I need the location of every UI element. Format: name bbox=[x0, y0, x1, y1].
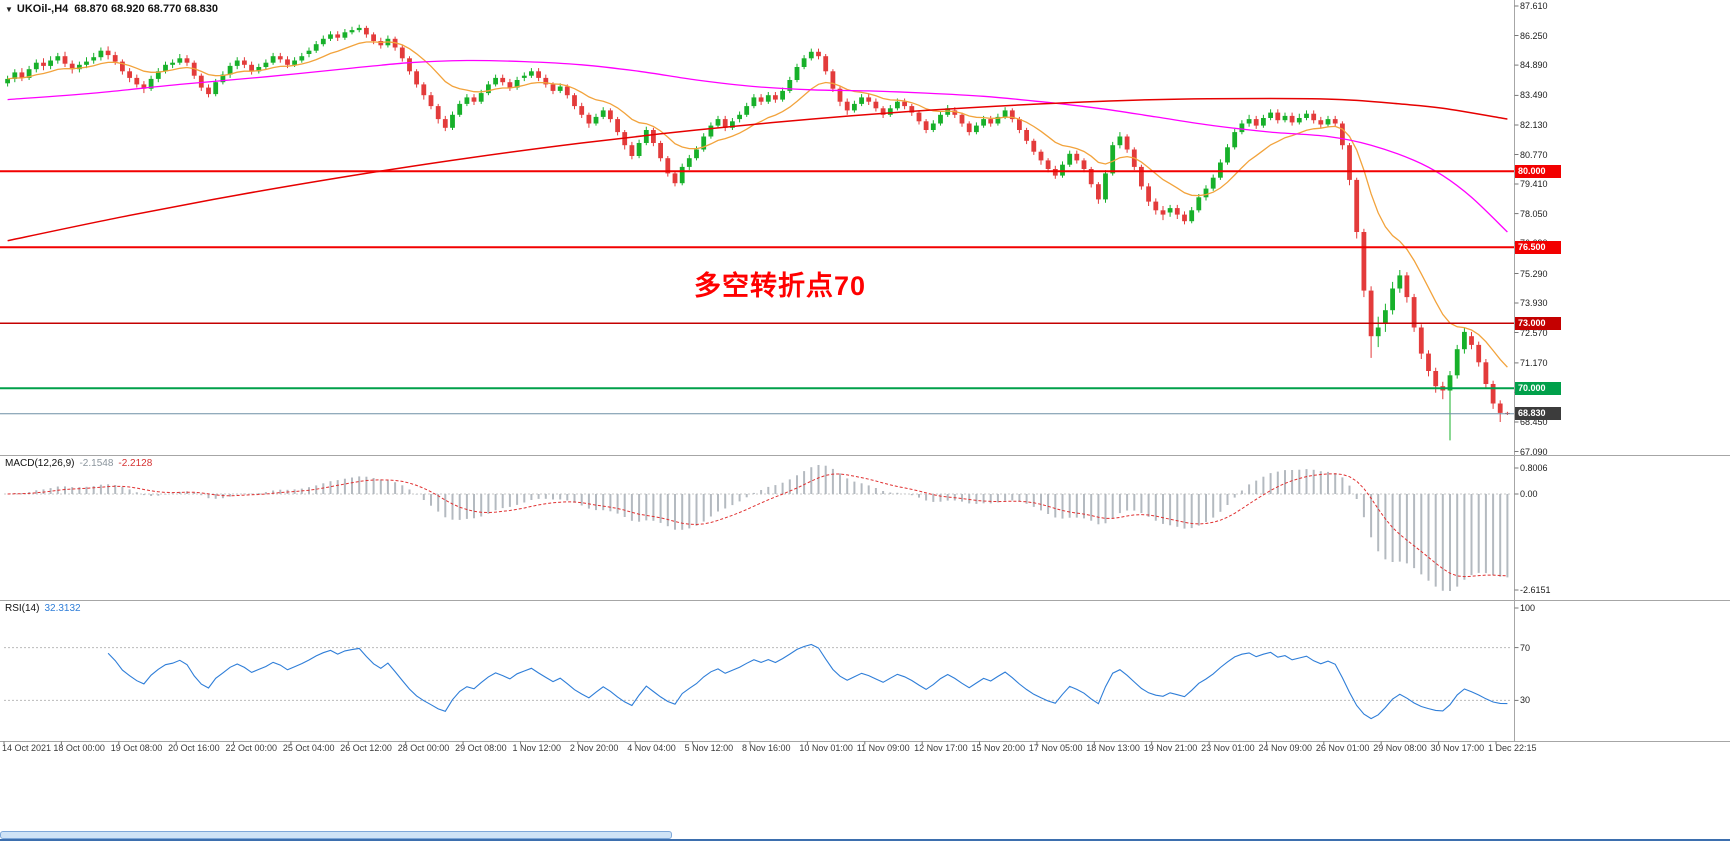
time-axis-label: 10 Nov 01:00 bbox=[799, 743, 853, 753]
time-axis-label: 5 Nov 12:00 bbox=[684, 743, 734, 753]
price-axis-label: 71.170 bbox=[1520, 357, 1548, 368]
price-axis-label: 68.450 bbox=[1520, 417, 1548, 427]
time-axis-label: 24 Nov 09:00 bbox=[1258, 743, 1312, 753]
macd-main-value: -2.1548 bbox=[79, 458, 114, 469]
time-axis[interactable]: 14 Oct 2021 18 Oct 00:00 19 Oct 08:00 20 Oc… bbox=[0, 743, 1730, 759]
price-level-tag: 73.000 bbox=[1515, 316, 1561, 330]
macd-header: MACD(12,26,9) -2.1548 -2.2128 bbox=[5, 458, 157, 469]
time-axis-label: 26 Oct 12:00 bbox=[340, 743, 392, 753]
time-axis-label: 29 Oct 08:00 bbox=[455, 743, 507, 753]
macd-scale-label: -2.6151 bbox=[1520, 585, 1551, 595]
time-axis-label: 8 Nov 16:00 bbox=[742, 743, 791, 753]
rsi-scale-label: 100 bbox=[1520, 603, 1536, 613]
rsi-header: RSI(14) 32.3132 bbox=[5, 603, 86, 614]
price-axis-label: 87.610 bbox=[1520, 1, 1548, 11]
price-level-tag: 80.000 bbox=[1515, 164, 1561, 178]
time-axis-label: 25 Oct 04:00 bbox=[282, 743, 335, 753]
time-axis-label: 4 Nov 04:00 bbox=[627, 743, 676, 753]
time-axis-label: 19 Nov 21:00 bbox=[1143, 743, 1198, 753]
macd-scale-label: 0.8006 bbox=[1520, 463, 1548, 473]
time-axis-label: 18 Nov 13:00 bbox=[1086, 743, 1140, 753]
price-axis-label: 80.770 bbox=[1520, 149, 1548, 160]
macd-title: MACD(12,26,9) bbox=[5, 458, 75, 469]
chart-annotation-text: 多空转折点70 bbox=[694, 271, 867, 301]
expand-arrow-icon[interactable]: ▼ bbox=[5, 5, 13, 14]
macd-histogram bbox=[13, 465, 1509, 591]
time-axis-label: 29 Nov 08:00 bbox=[1373, 743, 1427, 753]
overlay-ma-slow bbox=[7, 97, 1508, 242]
rsi-scale-label: 30 bbox=[1520, 695, 1531, 706]
overlay-ma-medium bbox=[7, 59, 1508, 233]
price-axis-label: 83.490 bbox=[1520, 90, 1548, 101]
macd-scale-label: 0.00 bbox=[1520, 489, 1538, 499]
time-axis-label: 20 Oct 16:00 bbox=[168, 743, 220, 753]
rsi-scale-label: 70 bbox=[1520, 642, 1531, 653]
price-axis-label: 72.570 bbox=[1520, 327, 1548, 338]
time-axis-label: 15 Nov 20:00 bbox=[971, 743, 1026, 753]
rsi-value: 32.3132 bbox=[44, 603, 81, 614]
time-axis-label: 2 Nov 20:00 bbox=[569, 743, 619, 753]
symbol-title: UKOil-,H4 bbox=[16, 3, 69, 15]
time-axis-label: 22 Oct 00:00 bbox=[225, 743, 278, 753]
time-axis-label: 12 Nov 17:00 bbox=[914, 743, 968, 753]
rsi-line bbox=[107, 643, 1508, 720]
time-axis-label: 26 Nov 01:00 bbox=[1315, 743, 1370, 753]
price-axis-label: 79.410 bbox=[1520, 179, 1548, 189]
horizontal-scrollbar[interactable] bbox=[0, 831, 672, 839]
rsi-title: RSI(14) bbox=[5, 603, 40, 614]
time-axis-label: 14 Oct 2021 bbox=[2, 743, 52, 753]
time-axis-label: 1 Nov 12:00 bbox=[512, 743, 561, 753]
time-axis-label: 28 Oct 00:00 bbox=[397, 743, 450, 753]
ohlc-values: 68.870 68.920 68.770 68.830 bbox=[74, 3, 219, 15]
price-axis-label: 75.290 bbox=[1520, 268, 1548, 279]
time-axis-label: 1 Dec 22:15 bbox=[1488, 743, 1537, 753]
time-axis-label: 18 Oct 00:00 bbox=[53, 743, 105, 753]
current-price-tag: 68.830 bbox=[1515, 407, 1561, 421]
price-axis-label: 73.930 bbox=[1520, 298, 1548, 308]
time-axis-label: 19 Oct 08:00 bbox=[110, 743, 163, 753]
time-axis-label: 17 Nov 05:00 bbox=[1028, 743, 1083, 753]
price-axis[interactable]: 87.610 86.250 84.890 83.490 82.130 80.770 79.4… bbox=[1515, 0, 1730, 741]
price-level-tag: 76.500 bbox=[1515, 240, 1561, 254]
time-axis-label: 30 Nov 17:00 bbox=[1430, 743, 1485, 753]
symbol-header: ▼ UKOil-,H4 68.870 68.920 68.770 68.830 bbox=[5, 3, 218, 15]
window-bottom-edge bbox=[0, 839, 1730, 841]
price-axis-label: 86.250 bbox=[1520, 30, 1548, 41]
macd-signal-line bbox=[7, 473, 1508, 578]
price-axis-label: 67.090 bbox=[1520, 446, 1548, 457]
overlay-ma-fast bbox=[7, 41, 1508, 368]
price-level-tag: 70.000 bbox=[1515, 381, 1561, 395]
time-axis-label: 11 Nov 09:00 bbox=[856, 743, 910, 753]
price-axis-label: 82.130 bbox=[1520, 120, 1548, 130]
macd-signal-value: -2.2128 bbox=[118, 458, 153, 469]
price-axis-label: 84.890 bbox=[1520, 60, 1548, 71]
price-axis-label: 78.050 bbox=[1520, 208, 1548, 219]
time-axis-label: 23 Nov 01:00 bbox=[1201, 743, 1255, 753]
